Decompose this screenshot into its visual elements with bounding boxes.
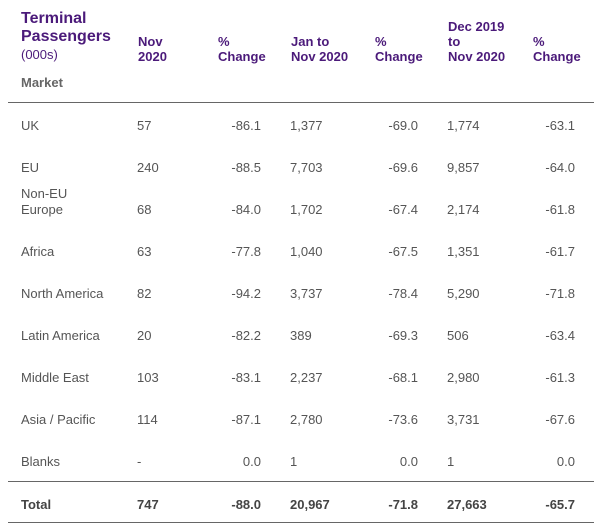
change-1-cell: -87.1 bbox=[231, 412, 261, 427]
header-change-3-line1: % bbox=[533, 34, 545, 49]
jan-nov-cell: 389 bbox=[290, 328, 312, 343]
market-cell-line1: Non-EU bbox=[21, 186, 68, 201]
title-line-2: Passengers bbox=[21, 28, 111, 45]
change-2-cell: -69.3 bbox=[388, 328, 418, 343]
market-cell: Asia / Pacific bbox=[21, 412, 96, 427]
change-2-cell: 0.0 bbox=[399, 454, 418, 469]
change-3-cell: -61.7 bbox=[545, 244, 575, 259]
change-3-cell: -63.1 bbox=[545, 118, 575, 133]
market-column-label: Market bbox=[21, 75, 63, 90]
market-cell: Blanks bbox=[21, 454, 61, 469]
change-3-cell: -61.8 bbox=[545, 202, 575, 217]
change-3-cell: -61.3 bbox=[545, 370, 575, 385]
dec-nov-cell: 1,774 bbox=[447, 118, 480, 133]
change-2-cell: -69.6 bbox=[388, 160, 418, 175]
change-3-cell: -71.8 bbox=[545, 286, 575, 301]
header-change-3: % Change bbox=[533, 34, 581, 64]
bottom-divider bbox=[8, 522, 594, 523]
change-1-cell: -86.1 bbox=[231, 118, 261, 133]
change-3-cell: -63.4 bbox=[545, 328, 575, 343]
change-3-cell: -64.0 bbox=[545, 160, 575, 175]
total-change-1-cell: -88.0 bbox=[231, 497, 261, 512]
title-unit: (000s) bbox=[21, 47, 58, 62]
jan-nov-cell: 1,702 bbox=[290, 202, 323, 217]
total-label: Total bbox=[21, 497, 52, 512]
change-1-cell: -82.2 bbox=[231, 328, 261, 343]
total-divider bbox=[8, 481, 594, 482]
change-2-cell: -69.0 bbox=[388, 118, 418, 133]
dec-nov-cell: 3,731 bbox=[447, 412, 480, 427]
change-1-cell: 0.0 bbox=[242, 454, 261, 469]
total-dec-nov-cell: 27,663 bbox=[447, 497, 487, 512]
header-change-1-line2: Change bbox=[218, 49, 266, 64]
market-cell: EU bbox=[21, 160, 40, 175]
nov-cell: - bbox=[137, 454, 142, 469]
market-cell: Non-EU Europe bbox=[21, 186, 67, 218]
dec-nov-cell: 2,174 bbox=[447, 202, 480, 217]
dec-nov-cell: 2,980 bbox=[447, 370, 480, 385]
header-change-2-line2: Change bbox=[375, 49, 423, 64]
total-change-3-cell: -65.7 bbox=[545, 497, 575, 512]
change-2-cell: -78.4 bbox=[388, 286, 418, 301]
jan-nov-cell: 1 bbox=[290, 454, 298, 469]
header-dec-line1: Dec 2019 bbox=[448, 19, 505, 34]
header-jan-to-nov: Jan to Nov 2020 bbox=[291, 34, 348, 64]
change-1-cell: -84.0 bbox=[231, 202, 261, 217]
market-cell: UK bbox=[21, 118, 40, 133]
jan-nov-cell: 2,780 bbox=[290, 412, 323, 427]
change-2-cell: -67.5 bbox=[388, 244, 418, 259]
change-3-cell: -67.6 bbox=[545, 412, 575, 427]
total-jan-nov-cell: 20,967 bbox=[290, 497, 330, 512]
dec-nov-cell: 1,351 bbox=[447, 244, 480, 259]
nov-cell: 240 bbox=[137, 160, 159, 175]
dec-nov-cell: 5,290 bbox=[447, 286, 480, 301]
header-dec-line2: to bbox=[448, 34, 461, 49]
header-change-3-line2: Change bbox=[533, 49, 581, 64]
nov-cell: 82 bbox=[137, 286, 152, 301]
header-divider bbox=[8, 102, 594, 103]
dec-nov-cell: 9,857 bbox=[447, 160, 480, 175]
total-nov-cell: 747 bbox=[137, 497, 159, 512]
market-cell-line2: Europe bbox=[21, 202, 63, 217]
total-change-2-cell: -71.8 bbox=[388, 497, 418, 512]
table-title: Terminal Passengers (000s) bbox=[21, 10, 111, 64]
change-1-cell: -77.8 bbox=[231, 244, 261, 259]
nov-cell: 57 bbox=[137, 118, 152, 133]
title-line-1: Terminal bbox=[21, 10, 87, 27]
header-dec-to-nov: Dec 2019 to Nov 2020 bbox=[448, 19, 505, 64]
jan-nov-cell: 1,040 bbox=[290, 244, 323, 259]
header-change-2: % Change bbox=[375, 34, 423, 64]
jan-nov-cell: 2,237 bbox=[290, 370, 323, 385]
change-2-cell: -73.6 bbox=[388, 412, 418, 427]
change-1-cell: -83.1 bbox=[231, 370, 261, 385]
header-change-1: % Change bbox=[218, 34, 266, 64]
header-jan-line2: Nov 2020 bbox=[291, 49, 349, 64]
header-nov-line2: 2020 bbox=[138, 49, 167, 64]
change-1-cell: -88.5 bbox=[231, 160, 261, 175]
dec-nov-cell: 1 bbox=[447, 454, 455, 469]
market-cell: Africa bbox=[21, 244, 55, 259]
market-cell: Middle East bbox=[21, 370, 89, 385]
nov-cell: 68 bbox=[137, 202, 152, 217]
market-cell: North America bbox=[21, 286, 104, 301]
header-jan-line1: Jan to bbox=[291, 34, 330, 49]
jan-nov-cell: 3,737 bbox=[290, 286, 323, 301]
header-change-1-line1: % bbox=[218, 34, 230, 49]
nov-cell: 114 bbox=[137, 412, 158, 427]
dec-nov-cell: 506 bbox=[447, 328, 469, 343]
header-nov-line1: Nov bbox=[138, 34, 163, 49]
header-nov-2020: Nov 2020 bbox=[138, 34, 167, 64]
nov-cell: 63 bbox=[137, 244, 152, 259]
change-2-cell: -67.4 bbox=[388, 202, 418, 217]
header-change-2-line1: % bbox=[375, 34, 387, 49]
jan-nov-cell: 1,377 bbox=[290, 118, 323, 133]
change-3-cell: 0.0 bbox=[556, 454, 575, 469]
nov-cell: 103 bbox=[137, 370, 159, 385]
jan-nov-cell: 7,703 bbox=[290, 160, 323, 175]
nov-cell: 20 bbox=[137, 328, 152, 343]
change-1-cell: -94.2 bbox=[231, 286, 261, 301]
change-2-cell: -68.1 bbox=[388, 370, 418, 385]
header-dec-line3: Nov 2020 bbox=[448, 49, 506, 64]
market-cell: Latin America bbox=[21, 328, 100, 343]
